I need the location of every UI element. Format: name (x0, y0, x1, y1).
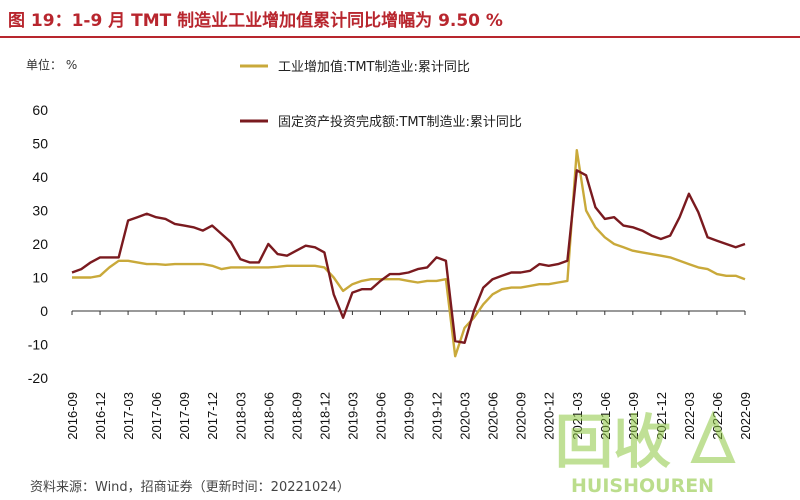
x-tick-label: 2020-09 (514, 392, 529, 440)
x-tick-label: 2019-03 (345, 392, 360, 440)
y-tick-label: 10 (32, 270, 48, 286)
x-tick-label: 2018-12 (317, 392, 332, 440)
x-tick-label: 2021-06 (598, 392, 613, 440)
x-tick-label: 2016-09 (65, 392, 80, 440)
y-tick-label: 40 (32, 169, 48, 185)
watermark-text-cn: 回收 (555, 408, 671, 476)
unit-label: 单位： % (26, 58, 78, 72)
y-tick-label: 20 (32, 236, 48, 252)
x-tick-label: 2020-12 (542, 392, 557, 440)
axes: -20 -10 0 10 20 30 40 50 60 2016-09 2016-12 2017-03… (28, 102, 753, 440)
x-tick-label: 2018-06 (261, 392, 276, 440)
x-tick-label: 2020-06 (486, 392, 501, 440)
legend-label-1: 工业增加值:TMT制造业:累计同比 (278, 59, 470, 75)
figure-title: 图 19：1-9 月 TMT 制造业工业增加值累计同比增幅为 9.50 % (8, 11, 503, 31)
x-tick-label: 2021-09 (626, 392, 641, 440)
x-tick-label: 2019-06 (373, 392, 388, 440)
x-tick-label: 2017-03 (121, 392, 136, 440)
series-line-2 (71, 169, 746, 344)
y-tick-label: -20 (28, 370, 48, 386)
x-tick-label: 2017-06 (149, 392, 164, 440)
legend-label-2: 固定资产投资完成额:TMT制造业:累计同比 (278, 114, 522, 130)
x-tick-label: 2019-12 (430, 392, 445, 440)
watermark-leaf-icon (690, 410, 736, 463)
series-line-1 (72, 148, 746, 358)
y-tick-label: 0 (40, 303, 48, 319)
y-tick-label: 60 (32, 102, 48, 118)
source-note: 资料来源：Wind，招商证券（更新时间：20221024） (30, 480, 350, 495)
x-tick-label: 2021-03 (570, 392, 585, 440)
y-tick-label: 30 (32, 203, 48, 219)
x-tick-label: 2017-12 (205, 392, 220, 440)
series-layer (71, 148, 746, 358)
x-tick-label: 2017-09 (177, 392, 192, 440)
title-divider (0, 36, 800, 38)
y-tick-label: 50 (32, 136, 48, 152)
x-tick-label: 2018-03 (233, 392, 248, 440)
y-tick-label: -10 (28, 337, 48, 353)
x-tick-label: 2019-09 (402, 392, 417, 440)
x-tick-label: 2016-12 (93, 392, 108, 440)
watermark-logo: 回收 HUISHOUREN (555, 408, 736, 497)
x-tick-label: 2022-03 (682, 392, 697, 440)
legend: 工业增加值:TMT制造业:累计同比 固定资产投资完成额:TMT制造业:累计同比 (240, 59, 522, 130)
watermark-text-en: HUISHOUREN (571, 475, 714, 497)
x-tick-label: 2021-12 (654, 392, 669, 440)
x-tick-label: 2018-09 (289, 392, 304, 440)
x-tick-label: 2022-06 (710, 392, 725, 440)
x-tick-label: 2020-03 (458, 392, 473, 440)
x-tick-label: 2022-09 (738, 392, 753, 440)
